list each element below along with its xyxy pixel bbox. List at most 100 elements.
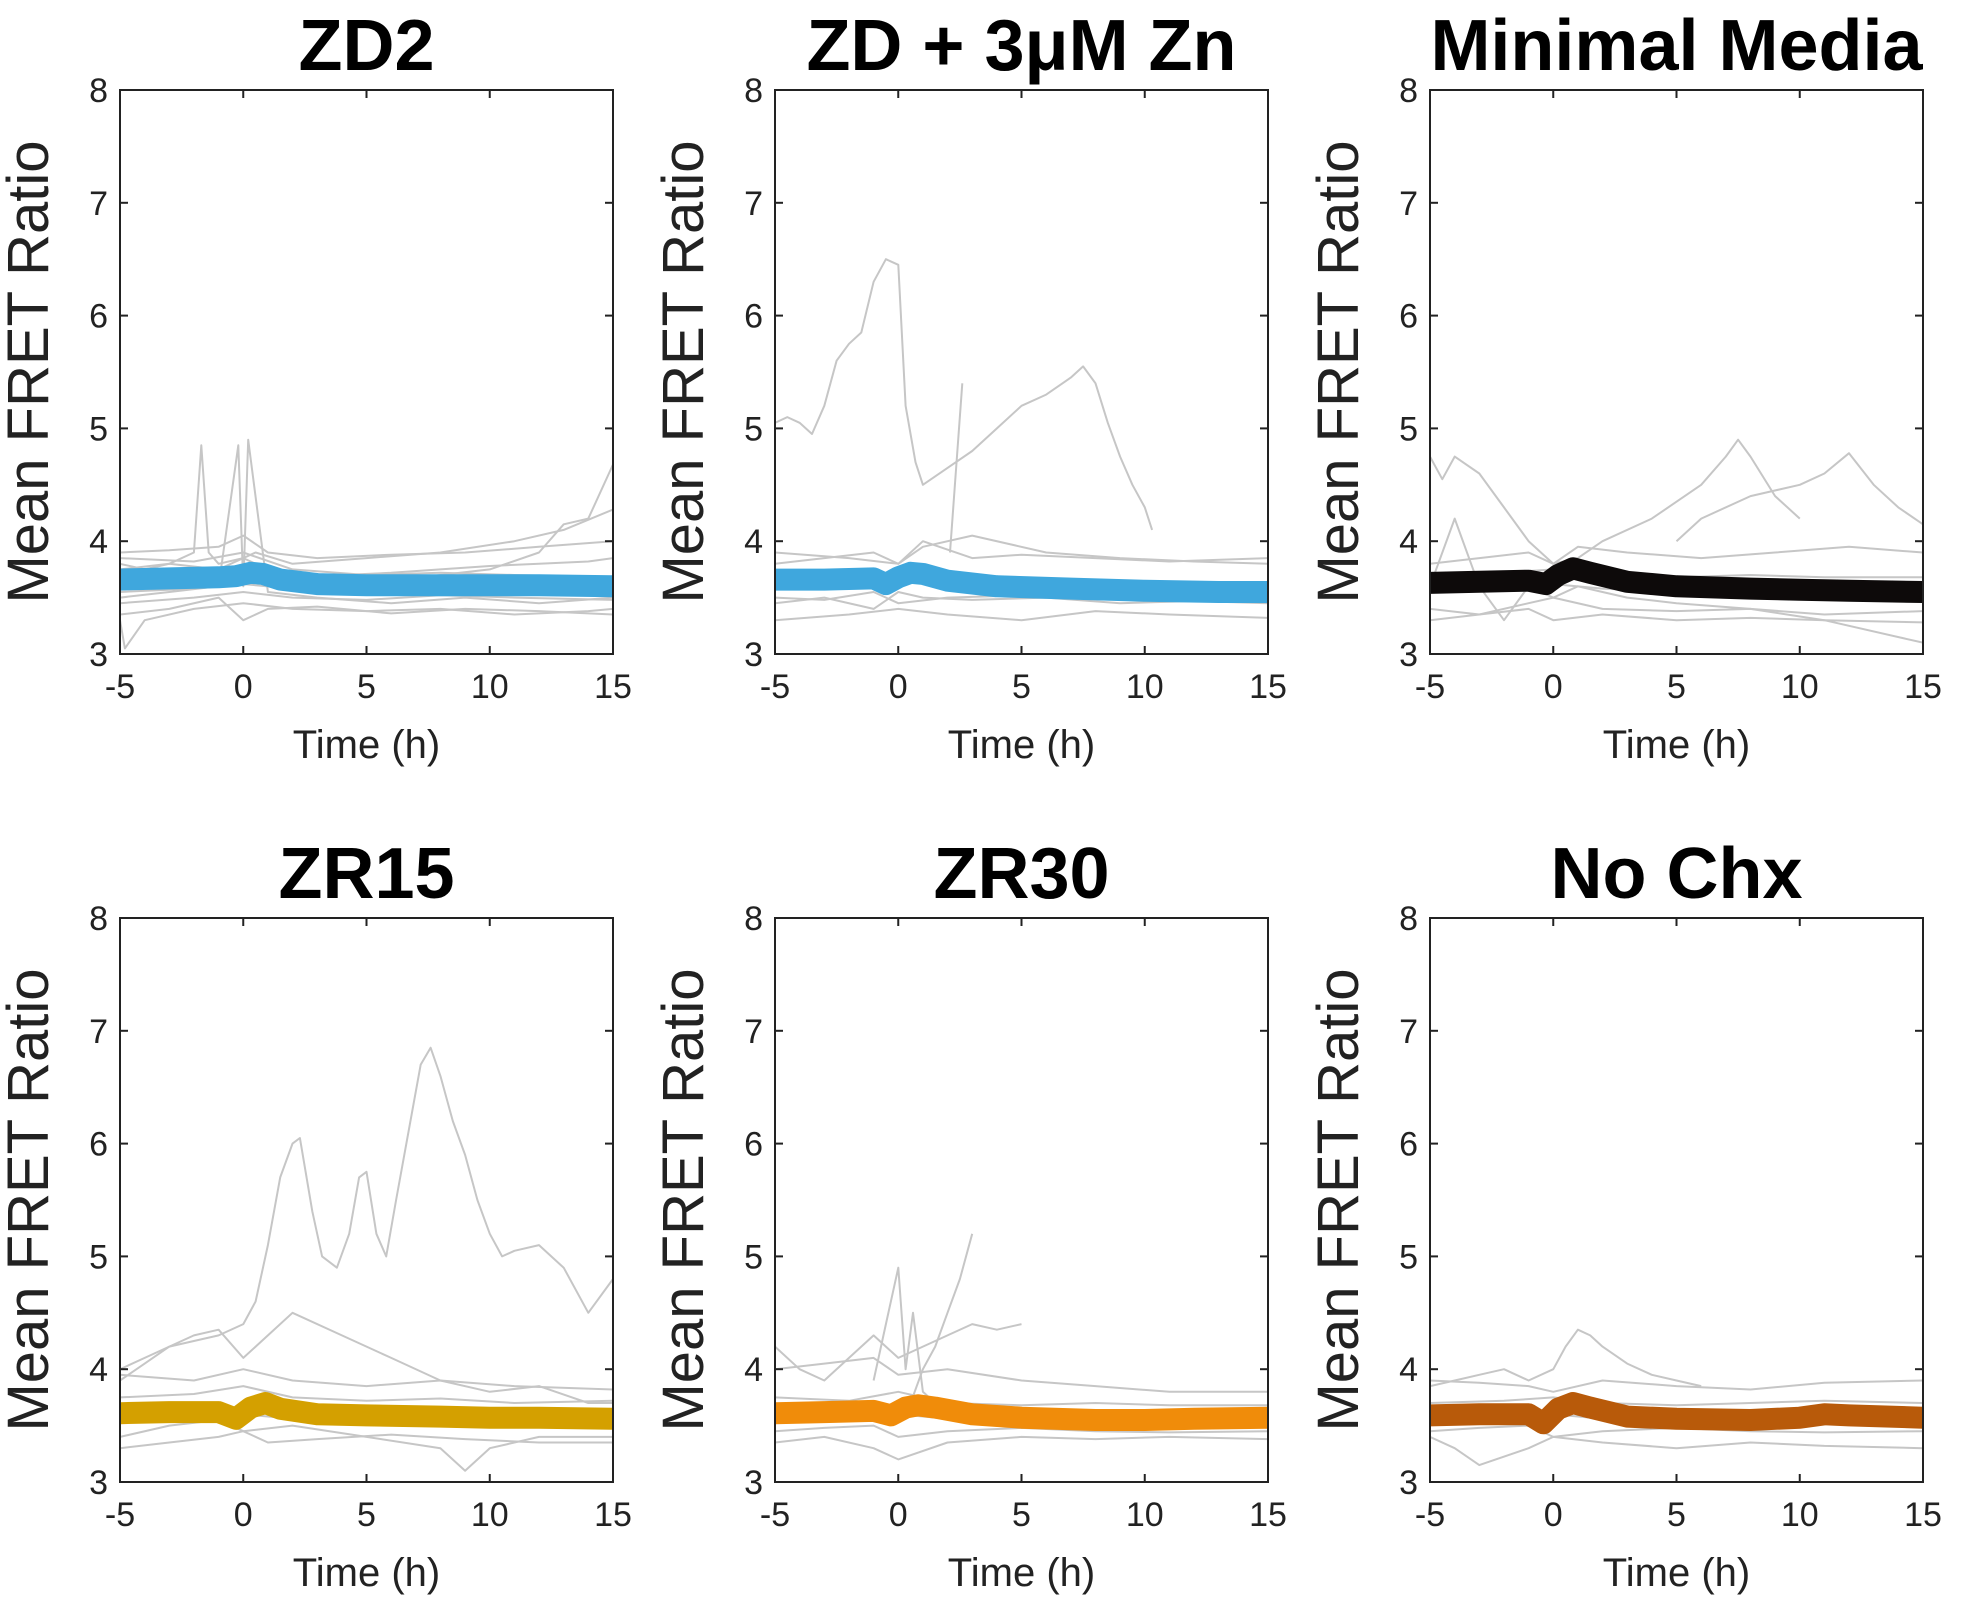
y-tick-label: 7 [1399, 1013, 1418, 1051]
panel-title: ZR30 [933, 834, 1109, 914]
y-tick-label: 3 [89, 636, 108, 674]
y-axis-label: Mean FRET Ratio [651, 140, 716, 603]
trace-group [1430, 1328, 1923, 1467]
x-tick-label: 15 [594, 668, 632, 706]
x-tick-label: 15 [1249, 1496, 1287, 1534]
y-tick-label: 6 [89, 298, 108, 336]
x-axis-label: Time (h) [948, 1551, 1095, 1595]
y-tick-label: 6 [1399, 298, 1418, 336]
axes-frame [1429, 917, 1924, 1483]
trace-line [120, 591, 613, 605]
y-tick-label: 7 [89, 185, 108, 223]
trace-line [1430, 1435, 1923, 1467]
y-tick-label: 5 [744, 410, 763, 448]
panel-title: Minimal Media [1430, 6, 1923, 86]
axes-frame [774, 917, 1269, 1483]
x-tick-label: -5 [1415, 668, 1445, 706]
mean-line [1430, 1392, 1923, 1435]
x-axis-label: Time (h) [1603, 723, 1750, 767]
panel-6: No Chx 3 4 5 6 7 8 -5 0 5 10 15 Time (h) Mean FRET Ra… [1306, 834, 1942, 1595]
x-tick-label: 5 [1012, 668, 1031, 706]
y-tick-label: 5 [744, 1238, 763, 1276]
x-tick-label: 10 [1781, 668, 1819, 706]
trace-line [909, 1233, 974, 1404]
trace-line [1430, 607, 1923, 624]
x-axis-label: Time (h) [1603, 1551, 1750, 1595]
axes-frame [1429, 89, 1924, 655]
trace-line [120, 1311, 613, 1404]
y-tick-label: 3 [1399, 1464, 1418, 1502]
y-tick-label: 7 [1399, 185, 1418, 223]
trace-line [1430, 596, 1923, 616]
x-tick-label: -5 [760, 668, 790, 706]
x-tick-label: 15 [1904, 668, 1942, 706]
x-tick-label: -5 [1415, 1496, 1445, 1534]
trace-group [1430, 438, 1923, 644]
y-tick-label: 7 [744, 1013, 763, 1051]
y-tick-label: 7 [744, 185, 763, 223]
y-axis-label: Mean FRET Ratio [1306, 968, 1371, 1431]
x-tick-label: 0 [1544, 1496, 1563, 1534]
x-tick-label: -5 [105, 1496, 135, 1534]
y-tick-label: 8 [89, 72, 108, 110]
trace-line [775, 540, 1268, 565]
x-tick-label: 10 [1126, 668, 1164, 706]
trace-line [775, 607, 1268, 622]
y-tick-label: 6 [744, 298, 763, 336]
trace-line [1430, 1328, 1702, 1388]
x-tick-label: 5 [1667, 1496, 1686, 1534]
trace-line [120, 534, 613, 560]
x-tick-label: 15 [594, 1496, 632, 1534]
trace-line [1430, 1379, 1923, 1393]
axes-frame [119, 917, 614, 1483]
mean-line [775, 561, 1268, 603]
trace-line [120, 1046, 613, 1371]
trace-line [949, 383, 964, 553]
y-tick-label: 6 [1399, 1126, 1418, 1164]
y-tick-label: 7 [89, 1013, 108, 1051]
trace-line [775, 534, 1268, 565]
panel-4: ZR15 3 4 5 6 7 8 -5 0 5 10 15 Time (h) Mean FRET Rati… [0, 834, 632, 1595]
y-tick-label: 8 [89, 900, 108, 938]
y-tick-label: 8 [744, 72, 763, 110]
y-tick-label: 5 [89, 410, 108, 448]
y-tick-label: 5 [1399, 410, 1418, 448]
trace-line [120, 1385, 613, 1404]
trace-group [775, 1233, 1268, 1461]
x-tick-label: 5 [1012, 1496, 1031, 1534]
y-tick-label: 4 [89, 1351, 108, 1389]
panel-title: ZR15 [278, 834, 454, 914]
y-tick-label: 3 [89, 1464, 108, 1502]
panel-3: Minimal Media 3 4 5 6 7 8 -5 0 5 10 15 Time (h) Mean … [1306, 6, 1942, 767]
x-tick-label: 10 [1781, 1496, 1819, 1534]
y-tick-label: 8 [1399, 72, 1418, 110]
mean-line [120, 1392, 613, 1430]
panel-title: ZD2 [298, 6, 434, 86]
x-tick-label: 10 [1126, 1496, 1164, 1534]
x-tick-label: -5 [105, 668, 135, 706]
trace-group [775, 258, 1268, 622]
x-axis-label: Time (h) [293, 723, 440, 767]
x-tick-label: 5 [357, 668, 376, 706]
trace-line [775, 1424, 1268, 1438]
y-axis-label: Mean FRET Ratio [0, 968, 61, 1431]
y-tick-label: 4 [744, 1351, 763, 1389]
x-tick-label: 0 [889, 1496, 908, 1534]
trace-line [1430, 1424, 1923, 1438]
trace-line [775, 1435, 1268, 1461]
trace-line [120, 1368, 613, 1391]
trace-line [775, 591, 1268, 610]
trace-line [775, 1356, 1268, 1393]
y-tick-label: 4 [89, 523, 108, 561]
x-tick-label: 5 [357, 1496, 376, 1534]
x-axis-label: Time (h) [293, 1551, 440, 1595]
trace-line [120, 1430, 613, 1450]
x-tick-label: 10 [471, 1496, 509, 1534]
x-tick-label: -5 [760, 1496, 790, 1534]
y-tick-label: 3 [744, 636, 763, 674]
x-tick-label: 10 [471, 668, 509, 706]
x-tick-label: 0 [889, 668, 908, 706]
panel-title: No Chx [1551, 834, 1803, 914]
y-tick-label: 4 [1399, 1351, 1418, 1389]
